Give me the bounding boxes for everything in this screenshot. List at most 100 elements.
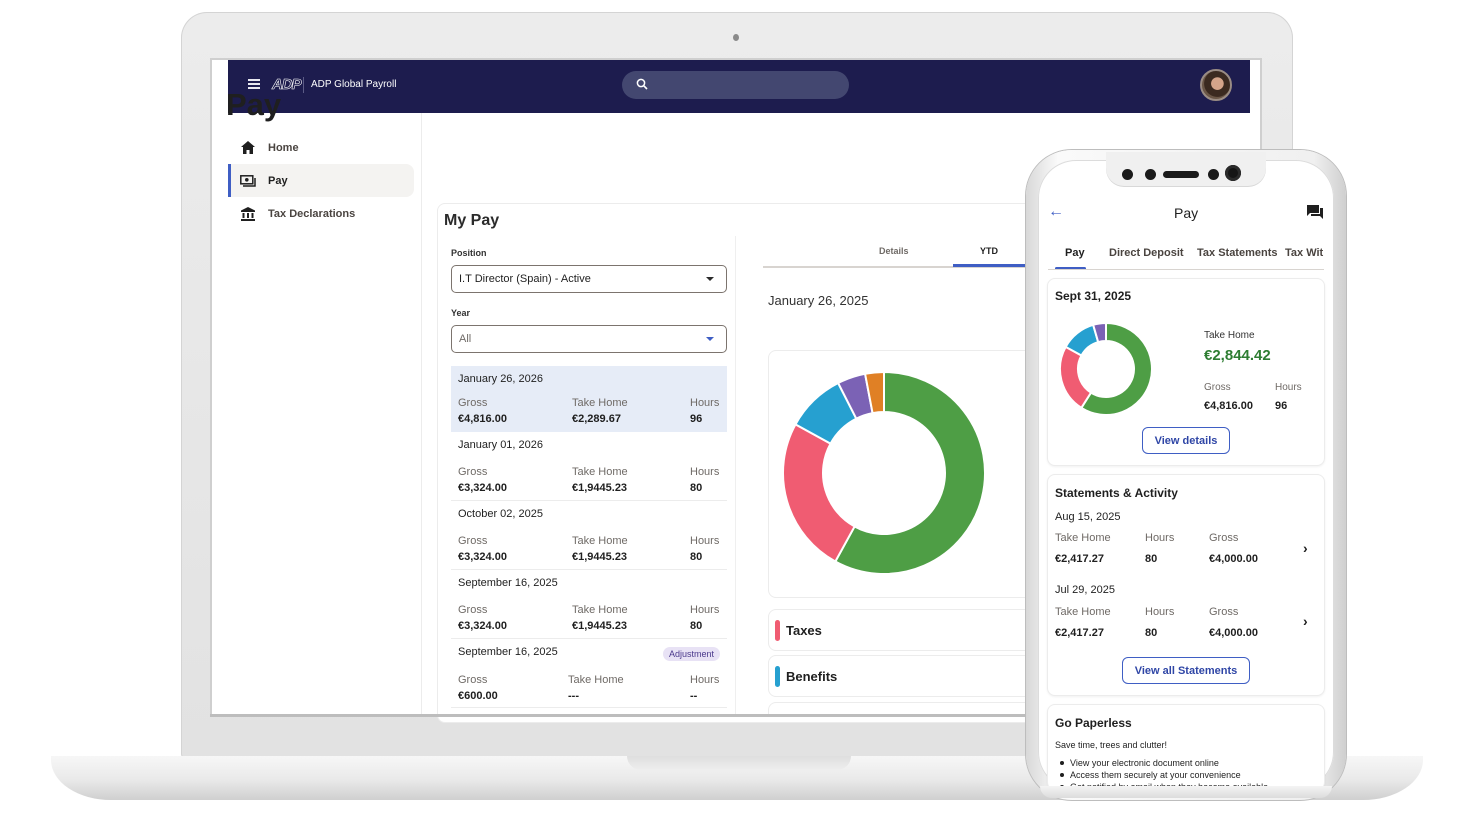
mobile-tab-tax-statements[interactable]: Tax Statements: [1197, 247, 1278, 259]
mobile-tab-direct-deposit[interactable]: Direct Deposit: [1109, 247, 1184, 259]
donut-segment: [1091, 322, 1107, 344]
sensor-dot: [1208, 169, 1219, 180]
gross-col: Gross €3,324.00: [458, 604, 507, 632]
adjustment-badge: Adjustment: [662, 647, 720, 661]
tab-details[interactable]: Details: [879, 246, 909, 256]
take-home-col: Take Home €1,9445.23: [572, 604, 628, 632]
view-all-statements-button[interactable]: View all Statements: [1122, 657, 1250, 684]
search-input[interactable]: [622, 71, 849, 99]
donut-segment: [863, 371, 885, 415]
mobile-tab-tax-withholding[interactable]: Tax Wit: [1285, 247, 1324, 259]
chevron-right-icon[interactable]: ›: [1303, 613, 1308, 629]
sidebar-item-home[interactable]: Home: [228, 131, 414, 164]
position-select[interactable]: I.T Director (Spain) - Active: [451, 265, 727, 293]
mobile-title: Pay: [1174, 205, 1199, 221]
bullet-item: View your electronic document online: [1057, 757, 1268, 769]
pay-row[interactable]: October 02, 2025 Gross €3,324.00 Take Hom…: [451, 501, 727, 570]
year-label: Year: [451, 308, 471, 318]
hours-label: Hours: [1145, 606, 1175, 618]
take-home-label: Take Home: [1204, 330, 1255, 341]
paperless-title: Go Paperless: [1055, 716, 1132, 730]
sidebar-item-label: Home: [268, 141, 299, 154]
year-select[interactable]: All: [451, 325, 727, 353]
hours-col: Hours 96: [690, 397, 720, 425]
take-home-label: Take Home: [1055, 606, 1111, 618]
chevron-right-icon[interactable]: ›: [1303, 540, 1308, 556]
take-home-col: Take Home €1,9445.23: [572, 535, 628, 563]
active-tab-indicator: [953, 264, 1043, 267]
page-title: Pay: [226, 87, 282, 122]
pay-row[interactable]: September 16, 2025 Adjustment Gross €600.…: [451, 639, 727, 708]
gross-col: Gross €3,324.00: [458, 535, 507, 563]
position-value: I.T Director (Spain) - Active: [459, 273, 591, 285]
home-icon: [240, 141, 256, 155]
sidebar-item-tax-declarations[interactable]: Tax Declarations: [228, 197, 414, 230]
paperless-subtitle: Save time, trees and clutter!: [1055, 740, 1168, 750]
donut-segment: [1079, 322, 1153, 416]
gross-col: Gross €4,816.00: [458, 397, 507, 425]
take-home-col: Take Home €2,289.67: [572, 397, 628, 425]
legend-item-benefits[interactable]: Benefits: [768, 655, 1038, 697]
sidebar-item-label: Pay: [268, 174, 288, 187]
speaker-grille: [1163, 171, 1199, 178]
hours-value: 80: [1145, 627, 1158, 639]
pay-date: September 16, 2025: [458, 646, 558, 658]
back-arrow-icon[interactable]: ←: [1048, 203, 1064, 220]
pay-row[interactable]: January 01, 2026 Gross €3,324.00 Take Hom…: [451, 432, 727, 501]
screen-bezel-bottom: [210, 714, 1262, 717]
year-value: All: [459, 333, 472, 345]
gross-label: Gross: [1204, 382, 1231, 393]
pay-row[interactable]: January 26, 2026 Gross €4,816.00 Take Hom…: [451, 366, 727, 432]
hours-value: 96: [1275, 400, 1288, 412]
paperless-bullets: View your electronic document online Acc…: [1057, 757, 1268, 789]
gross-label: Gross: [1209, 532, 1239, 544]
chevron-down-icon: [706, 337, 714, 341]
pay-date: January 26, 2026: [458, 373, 544, 385]
taxes-swatch: [775, 619, 780, 641]
donut-segment: [1059, 345, 1093, 410]
my-pay-title: My Pay: [444, 212, 500, 229]
hours-label: Hours: [1145, 532, 1175, 544]
gross-value: €4,000.00: [1209, 553, 1258, 565]
take-home-col: Take Home €1,9445.23: [572, 466, 628, 494]
statement-date: Aug 15, 2025: [1055, 511, 1121, 523]
user-avatar[interactable]: [1200, 69, 1232, 101]
adp-logo: ADP: [272, 76, 302, 94]
mobile-tab-pay[interactable]: Pay: [1065, 247, 1085, 259]
bank-icon: [240, 206, 256, 221]
sidebar: Home Pay Tax Declarations: [228, 113, 422, 714]
statements-title: Statements & Activity: [1055, 486, 1178, 500]
donut-segment: [833, 371, 986, 575]
phone-bezel-bottom: [1040, 786, 1332, 798]
chat-icon[interactable]: [1307, 205, 1323, 219]
pay-row[interactable]: September 16, 2025 Gross €3,324.00 Take H…: [451, 570, 727, 639]
phone-notch: [1106, 152, 1266, 186]
gross-value: €4,816.00: [1204, 400, 1253, 412]
legend-label: Taxes: [786, 622, 822, 638]
hours-col: Hours 80: [690, 535, 720, 563]
front-camera: [1225, 165, 1241, 181]
laptop-camera: [733, 34, 739, 41]
sidebar-item-pay[interactable]: Pay: [228, 164, 414, 197]
tab-ytd[interactable]: YTD: [980, 246, 998, 256]
go-paperless-card: [1047, 704, 1325, 790]
take-home-value: €2,417.27: [1055, 627, 1104, 639]
legend-item-taxes[interactable]: Taxes: [768, 609, 1038, 651]
summary-date: Sept 31, 2025: [1055, 289, 1132, 303]
money-icon: [240, 174, 256, 188]
top-bar: ADP ADP Global Payroll: [228, 60, 1250, 113]
benefits-swatch: [775, 665, 780, 687]
gross-label: Gross: [1209, 606, 1239, 618]
ytd-date: January 26, 2025: [768, 293, 869, 308]
hours-value: 80: [1145, 553, 1158, 565]
menu-icon[interactable]: [248, 79, 260, 89]
detail-tabs: Details YTD: [763, 236, 1043, 268]
mobile-tabs: Pay Direct Deposit Tax Statements Tax Wi…: [1048, 240, 1324, 270]
hours-label: Hours: [1275, 382, 1302, 393]
take-home-value: €2,844.42: [1204, 347, 1271, 364]
view-details-button[interactable]: View details: [1142, 427, 1230, 454]
pay-date: October 02, 2025: [458, 508, 544, 520]
ytd-donut-chart: [782, 371, 986, 575]
panel-divider: [735, 236, 736, 716]
